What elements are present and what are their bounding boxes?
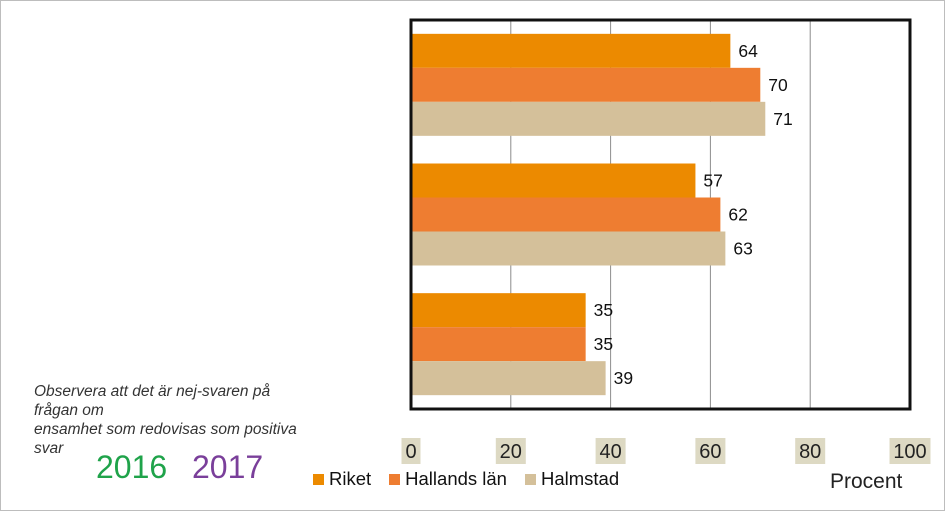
tick-label-background <box>495 438 526 464</box>
footnote-line: frågan om <box>34 402 104 419</box>
data-label: 70 <box>768 75 788 95</box>
tick-label-background <box>795 438 826 464</box>
bar <box>411 67 761 102</box>
legend-swatch <box>313 473 324 485</box>
footnote: Observera att det är nej-svaren på fråga… <box>34 382 364 458</box>
bar <box>411 231 726 266</box>
x-axis-tick-labels: 0 20 40 60 80 100 <box>401 438 931 464</box>
legend-label: Riket <box>329 468 372 489</box>
x-tick-label: 60 <box>699 441 721 463</box>
data-label: 71 <box>773 109 792 129</box>
legend-item-riket: Riket <box>313 468 371 490</box>
data-label: 35 <box>594 300 613 320</box>
x-axis-title: Procent <box>830 470 903 493</box>
bar <box>411 361 606 396</box>
data-label: 57 <box>703 171 722 191</box>
legend-item-hallands-lan: Hallands län <box>389 468 507 490</box>
data-label: 35 <box>594 334 613 354</box>
tick-label-background <box>401 438 421 464</box>
legend-label: Hallands län <box>405 468 507 489</box>
bar <box>411 197 721 232</box>
x-tick-label: 40 <box>599 441 621 463</box>
tick-label-background <box>595 438 626 464</box>
bar <box>411 33 731 68</box>
legend-swatch <box>524 473 536 485</box>
x-tick-label: 0 <box>405 441 416 463</box>
x-tick-label: 100 <box>893 441 926 463</box>
footnote-line: svar <box>34 440 64 457</box>
data-label: 39 <box>614 368 633 388</box>
data-label: 62 <box>728 205 747 225</box>
legend-label: Halmstad <box>540 468 620 489</box>
legend: Riket Hallands län Halmstad <box>313 467 637 491</box>
bars <box>411 33 766 396</box>
tick-label-background <box>889 438 931 464</box>
bar <box>411 163 696 198</box>
plot-area-border <box>409 18 912 411</box>
bar <box>411 327 586 362</box>
legend-swatch <box>389 473 401 485</box>
data-label: 64 <box>738 41 758 61</box>
x-tick-label: 20 <box>500 441 522 463</box>
year-label-2017: 2017 <box>192 449 264 485</box>
year-label-2016: 2016 <box>96 449 168 485</box>
data-label: 63 <box>733 239 752 259</box>
footnote-line: ensamhet som redovisas som positiva <box>34 421 297 438</box>
x-tick-label: 80 <box>799 441 821 463</box>
legend-item-halmstad: Halmstad <box>524 468 620 490</box>
footnote-line: Observera att det är nej-svaren på <box>34 383 271 400</box>
bar <box>411 293 586 328</box>
tick-label-background <box>695 438 726 464</box>
bar <box>411 101 766 136</box>
